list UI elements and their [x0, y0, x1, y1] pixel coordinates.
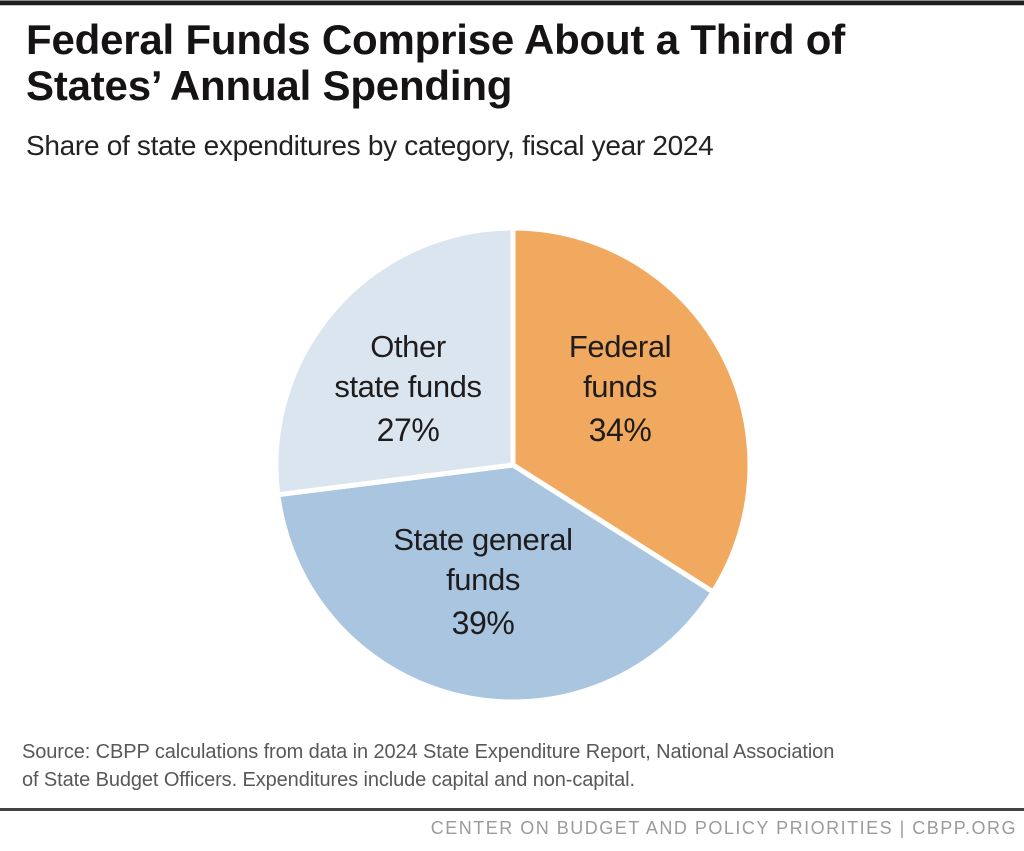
- pie-slice-state-general-funds: [275, 462, 716, 705]
- source-note: Source: CBPP calculations from data in 2…: [22, 738, 834, 794]
- source-note-line-1: Source: CBPP calculations from data in 2…: [22, 741, 835, 763]
- slice-name-line: funds: [583, 369, 657, 404]
- slice-name-line: funds: [446, 562, 520, 597]
- slice-label-state-general-funds: State general funds 39%: [393, 520, 573, 643]
- slice-value: 34%: [588, 412, 652, 448]
- slice-name: Other state funds: [334, 327, 482, 407]
- slice-name: State general funds: [393, 520, 573, 600]
- slice-name: Federal funds: [568, 327, 672, 407]
- top-border-bar: [0, 0, 1024, 6]
- slice-value: 27%: [376, 412, 440, 448]
- pie-svg: [273, 225, 753, 705]
- slice-label-federal-funds: Federal funds 34%: [568, 327, 672, 450]
- slice-value: 39%: [451, 605, 515, 641]
- slice-label-other-state-funds: Other state funds 27%: [334, 327, 482, 450]
- slice-name-line: Federal: [568, 329, 672, 364]
- page-title-line-2: States’ Annual Spending: [26, 62, 513, 109]
- chart-subtitle: Share of state expenditures by category,…: [26, 130, 714, 161]
- pie-slice-other-state-funds: [273, 225, 516, 498]
- page-title: Federal Funds Comprise About a Third of …: [26, 17, 845, 109]
- footer-credit: CENTER ON BUDGET AND POLICY PRIORITIES |…: [430, 818, 1017, 838]
- footer-divider: [0, 808, 1024, 811]
- slice-name-line: state funds: [334, 369, 482, 404]
- page-title-line-1: Federal Funds Comprise About a Third of: [26, 16, 846, 63]
- source-note-line-2: of State Budget Officers. Expenditures i…: [22, 769, 635, 791]
- slice-name-line: State general: [393, 522, 573, 557]
- slice-name-line: Other: [370, 329, 446, 364]
